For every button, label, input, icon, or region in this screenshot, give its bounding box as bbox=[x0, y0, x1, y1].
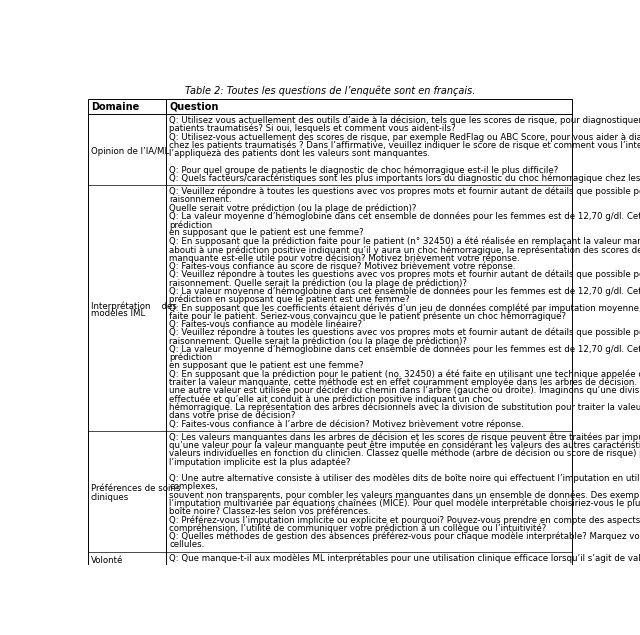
Text: manquante est-elle utile pour votre décision? Motivez brièvement votre réponse.: manquante est-elle utile pour votre déci… bbox=[169, 253, 520, 263]
Text: Q: La valeur moyenne d’hémoglobine dans cet ensemble de données pour les femmes : Q: La valeur moyenne d’hémoglobine dans … bbox=[169, 344, 640, 354]
Text: Q: En supposant que la prédiction pour le patient (no. 32450) a été faite en uti: Q: En supposant que la prédiction pour l… bbox=[169, 370, 640, 379]
Text: l’appliquezà des patients dont les valeurs sont manquantes.: l’appliquezà des patients dont les valeu… bbox=[169, 149, 430, 158]
Text: Q: Utilisez-vous actuellement des scores de risque, par exemple RedFlag ou ABC S: Q: Utilisez-vous actuellement des scores… bbox=[169, 132, 640, 142]
Text: Q: En supposant que les coefficients étaient dérivés d’un jeu de données complét: Q: En supposant que les coefficients éta… bbox=[169, 303, 640, 312]
Text: hémorragique. La représentation des arbres décisionnels avec la division de subs: hémorragique. La représentation des arbr… bbox=[169, 403, 640, 412]
Text: raisonnement. Quelle serait la prédiction (ou la plage de prédiction)?: raisonnement. Quelle serait la prédictio… bbox=[169, 336, 467, 345]
Text: prédiction: prédiction bbox=[169, 353, 212, 362]
Text: Q: Faites-vous confiance à l’arbre de décision? Motivez brièvement votre réponse: Q: Faites-vous confiance à l’arbre de dé… bbox=[169, 419, 524, 429]
Text: Domaine: Domaine bbox=[91, 102, 139, 112]
Text: complexes,: complexes, bbox=[169, 482, 218, 491]
Text: Q: Veuillez répondre à toutes les questions avec vos propres mots et fournir aut: Q: Veuillez répondre à toutes les questi… bbox=[169, 270, 640, 279]
Text: compréhension, l’utilité de communiquer votre prédiction à un collègue ou l’intu: compréhension, l’utilité de communiquer … bbox=[169, 523, 547, 533]
Text: Q: Utilisez vous actuellement des outils d’aide à la décision, tels que les scor: Q: Utilisez vous actuellement des outils… bbox=[169, 116, 640, 125]
Text: boîte noire? Classez-les selon vos préférences.: boîte noire? Classez-les selon vos préfé… bbox=[169, 507, 371, 516]
Text: Q: Quelles méthodes de gestion des absences préférez-vous pour chaque modèle int: Q: Quelles méthodes de gestion des absen… bbox=[169, 531, 640, 541]
Text: chez les patients traumatisés ? Dans l’affirmative, veuillez indiquer le score d: chez les patients traumatisés ? Dans l’a… bbox=[169, 140, 640, 150]
Text: Q: Une autre alternative consiste à utiliser des modèles dits de boîte noire qui: Q: Une autre alternative consiste à util… bbox=[169, 474, 640, 483]
Text: Question: Question bbox=[169, 102, 218, 112]
Text: Q: Veuillez répondre à toutes les questions avec vos propres mots et fournir aut: Q: Veuillez répondre à toutes les questi… bbox=[169, 187, 640, 196]
Text: faite pour le patient. Seriez-vous convaincu que le patient présente un choc hém: faite pour le patient. Seriez-vous conva… bbox=[169, 311, 566, 321]
Text: Table 2: Toutes les questions de l’enquête sont en français.: Table 2: Toutes les questions de l’enquê… bbox=[185, 86, 475, 96]
Text: Q: La valeur moyenne d’hémoglobine dans cet ensemble de données pour les femmes : Q: La valeur moyenne d’hémoglobine dans … bbox=[169, 286, 640, 296]
Text: Q: Que manque-t-il aux modèles ML interprétables pour une utilisation clinique e: Q: Que manque-t-il aux modèles ML interp… bbox=[169, 553, 640, 563]
Text: dans votre prise de décision?: dans votre prise de décision? bbox=[169, 411, 296, 420]
Text: prédiction en supposant que le patient est une femme?: prédiction en supposant que le patient e… bbox=[169, 295, 410, 304]
Text: Interprétation    des: Interprétation des bbox=[91, 301, 177, 311]
Text: Q: Les valeurs manquantes dans les arbres de décision et les scores de risque pe: Q: Les valeurs manquantes dans les arbre… bbox=[169, 432, 640, 442]
Text: cliniques: cliniques bbox=[91, 493, 129, 502]
Text: en supposant que le patient est une femme?: en supposant que le patient est une femm… bbox=[169, 361, 364, 370]
Text: Q: Faites-vous confiance au modèle linéaire?: Q: Faites-vous confiance au modèle linéa… bbox=[169, 319, 362, 328]
Text: en supposant que le patient est une femme?: en supposant que le patient est une femm… bbox=[169, 229, 364, 237]
Text: Q: En supposant que la prédiction faite pour le patient (n° 32450) a été réalisé: Q: En supposant que la prédiction faite … bbox=[169, 237, 640, 246]
Text: patients traumatisés? Si oui, lesquels et comment vous aident-ils?: patients traumatisés? Si oui, lesquels e… bbox=[169, 124, 456, 133]
Text: souvent non transparents, pour combler les valeurs manquantes dans un ensemble d: souvent non transparents, pour combler l… bbox=[169, 490, 640, 500]
Text: Q: Faites-vous confiance au score de risque? Motivez brièvement votre réponse.: Q: Faites-vous confiance au score de ris… bbox=[169, 262, 516, 271]
Text: raisonnement.: raisonnement. bbox=[169, 196, 232, 204]
Text: Q: Quels facteurs/caractéristiques sont les plus importants lors du diagnostic d: Q: Quels facteurs/caractéristiques sont … bbox=[169, 174, 640, 184]
Text: Q: La valeur moyenne d’hémoglobine dans cet ensemble de données pour les femmes : Q: La valeur moyenne d’hémoglobine dans … bbox=[169, 212, 640, 222]
Text: qu’une valeur pour la valeur manquante peut être imputée en considérant les vale: qu’une valeur pour la valeur manquante p… bbox=[169, 441, 640, 450]
Text: Quelle serait votre prédiction (ou la plage de prédiction)?: Quelle serait votre prédiction (ou la pl… bbox=[169, 204, 417, 213]
Text: traiter la valeur manquante, cette méthode est en effet couramment employée dans: traiter la valeur manquante, cette métho… bbox=[169, 378, 640, 387]
Text: cellules.: cellules. bbox=[169, 540, 204, 549]
Text: modèles IML: modèles IML bbox=[91, 309, 145, 318]
Text: Q: Préférez-vous l’imputation implicite ou explicite et pourquoi? Pouvez-vous pr: Q: Préférez-vous l’imputation implicite … bbox=[169, 515, 640, 525]
Text: prédiction: prédiction bbox=[169, 220, 212, 230]
Text: abouti à une prédiction positive indiquant qu’il y aura un choc hémorragique, la: abouti à une prédiction positive indiqua… bbox=[169, 245, 640, 255]
Text: valeurs individuelles en fonction du clinicien. Classez quelle méthode (arbre de: valeurs individuelles en fonction du cli… bbox=[169, 449, 640, 458]
Text: Q: Veuillez répondre à toutes les questions avec vos propres mots et fournir aut: Q: Veuillez répondre à toutes les questi… bbox=[169, 328, 640, 337]
Text: l’imputation multivariée par équations chaînées (MICE). Pour quel modèle interpr: l’imputation multivariée par équations c… bbox=[169, 498, 640, 508]
Text: Préférences de soins: Préférences de soins bbox=[91, 485, 180, 493]
Text: raisonnement. Quelle serait la prédiction (ou la plage de prédiction)?: raisonnement. Quelle serait la prédictio… bbox=[169, 278, 467, 288]
Text: Q: Pour quel groupe de patients le diagnostic de choc hémorragique est-il le plu: Q: Pour quel groupe de patients le diagn… bbox=[169, 166, 558, 175]
Text: l’imputation implicite est la plus adaptée?: l’imputation implicite est la plus adapt… bbox=[169, 457, 351, 467]
Text: une autre valeur est utilisée pour décider du chemin dans l’arbre (gauche ou dro: une autre valeur est utilisée pour décid… bbox=[169, 386, 640, 396]
Text: effectuée et qu’elle ait conduit à une prédiction positive indiquant un choc: effectuée et qu’elle ait conduit à une p… bbox=[169, 394, 493, 404]
Text: Opinion de l’IA/ML: Opinion de l’IA/ML bbox=[91, 147, 169, 156]
Text: Volonté: Volonté bbox=[91, 556, 124, 565]
